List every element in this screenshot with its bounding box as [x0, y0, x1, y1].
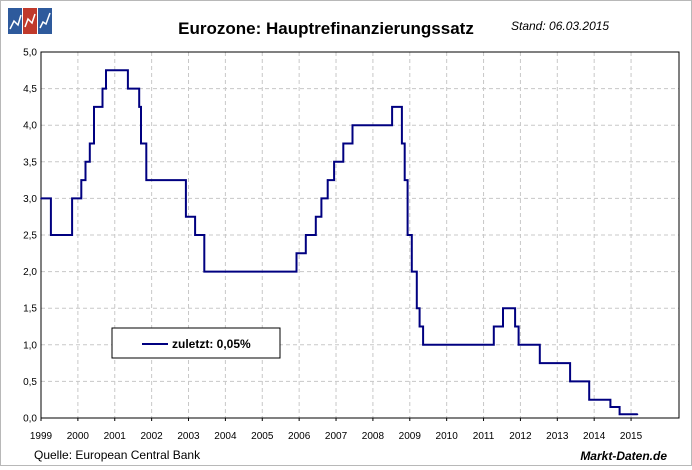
grid [41, 52, 679, 418]
y-tick-label: 4,5 [23, 84, 37, 95]
data-point [422, 344, 424, 346]
data-point [326, 179, 329, 181]
x-tick-label: 2002 [141, 431, 164, 442]
data-point [185, 215, 187, 218]
data-point [138, 106, 140, 108]
y-tick-label: 5,0 [23, 48, 37, 59]
legend-label: zuletzt: 0,05% [172, 337, 251, 351]
y-tick-label: 1,0 [23, 340, 37, 351]
data-point [502, 307, 504, 310]
series-layer [40, 69, 639, 416]
y-tick-label: 3,5 [23, 157, 37, 168]
x-tick-label: 2001 [104, 431, 127, 442]
x-tick-label: 2005 [251, 431, 274, 442]
data-point [295, 252, 298, 255]
legend[interactable]: zuletzt: 0,05% [111, 327, 281, 359]
data-point [50, 234, 52, 236]
data-point [315, 215, 317, 218]
x-tick-label: 2000 [67, 431, 90, 442]
stand-date: Stand: 06.03.2015 [511, 19, 609, 33]
plot-area [40, 51, 680, 419]
x-tick-label: 2010 [436, 431, 459, 442]
data-point [145, 179, 148, 181]
data-point [105, 69, 107, 72]
data-point [411, 270, 413, 273]
y-tick-label: 4,0 [23, 121, 37, 132]
series-line [41, 69, 638, 416]
x-tick-label: 2014 [583, 431, 606, 442]
logo [8, 8, 52, 34]
y-tick-label: 0,0 [23, 414, 37, 425]
y-tick-label: 2,0 [23, 267, 37, 278]
data-point [305, 234, 307, 236]
legend-box [111, 327, 281, 359]
x-tick-label: 2011 [473, 431, 495, 442]
y-tick-label: 0,5 [23, 377, 37, 388]
y-tick-label: 2,5 [23, 231, 37, 242]
x-axis: 1999 2000 2001 2002 2003 2004 2005 2006 2007 2008… [30, 418, 643, 442]
data-point [403, 179, 406, 181]
logo-trend-icon [9, 14, 22, 30]
x-tick-label: 2008 [362, 431, 385, 442]
data-point [514, 325, 516, 328]
data-point [416, 307, 418, 310]
x-tick-label: 2012 [509, 431, 532, 442]
data-point [418, 325, 421, 328]
data-point [93, 106, 95, 108]
x-tick-label: 2009 [399, 431, 422, 442]
data-point [391, 106, 393, 108]
x-tick-label: 1999 [30, 431, 53, 442]
x-tick-label: 2007 [325, 431, 348, 442]
logo-trend-icon [39, 12, 51, 29]
x-tick-label: 2006 [288, 431, 311, 442]
data-point [569, 380, 571, 383]
source-note: Quelle: European Central Bank [34, 448, 201, 462]
data-point [618, 413, 621, 416]
data-point [89, 142, 91, 145]
logo-trend-icon [24, 13, 36, 28]
data-point [636, 413, 639, 416]
data-point [140, 142, 142, 145]
data-point [320, 197, 323, 200]
data-point [194, 234, 196, 236]
x-tick-label: 2015 [620, 431, 643, 442]
x-tick-label: 2003 [177, 431, 200, 442]
data-point [609, 406, 612, 408]
data-point [351, 124, 354, 126]
data-point [517, 344, 520, 346]
data-point [203, 270, 206, 273]
data-point [40, 197, 42, 200]
data-point [493, 325, 495, 328]
y-axis: 0,0 0,5 1,0 1,5 2,0 2,5 3,0 3,5 4,0 4,5 5,0 [23, 48, 37, 425]
logo-tile-3 [38, 8, 52, 34]
data-point [539, 362, 541, 364]
x-tick-label: 2013 [546, 431, 569, 442]
data-point [401, 142, 403, 145]
data-point [406, 234, 409, 236]
y-tick-label: 3,0 [23, 194, 37, 205]
data-point [127, 87, 129, 90]
x-tick-label: 2004 [214, 431, 237, 442]
data-point [80, 179, 83, 181]
y-tick-label: 1,5 [23, 304, 37, 315]
brand-link[interactable]: Markt-Daten.de [580, 449, 667, 463]
data-point [342, 142, 345, 145]
data-point [84, 161, 87, 163]
data-point [333, 161, 335, 163]
data-point [71, 197, 73, 200]
data-point [588, 398, 590, 401]
data-point [101, 87, 104, 90]
chart-title: Eurozone: Hauptrefinanzierungssatz [178, 19, 474, 38]
